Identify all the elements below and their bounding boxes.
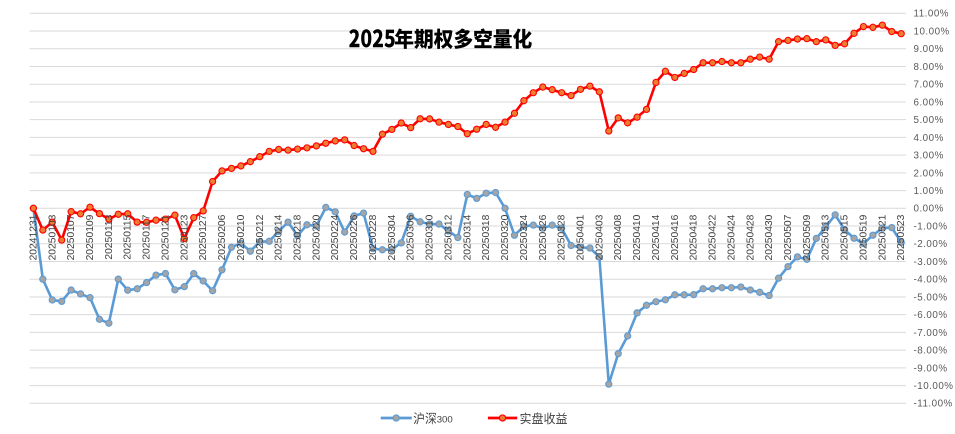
svg-text:20250224: 20250224	[330, 214, 341, 260]
svg-text:20250519: 20250519	[858, 214, 869, 260]
svg-text:-3.00%: -3.00%	[914, 257, 948, 268]
svg-text:20250314: 20250314	[462, 214, 473, 260]
svg-text:-1.00%: -1.00%	[914, 221, 948, 232]
svg-text:20250416: 20250416	[670, 214, 681, 260]
svg-text:-7.00%: -7.00%	[914, 328, 948, 339]
svg-text:20250328: 20250328	[557, 214, 568, 260]
svg-text:20250117: 20250117	[142, 214, 153, 259]
svg-text:-6.00%: -6.00%	[914, 310, 948, 321]
svg-text:1.00%: 1.00%	[914, 186, 944, 197]
svg-text:20250212: 20250212	[255, 214, 266, 260]
svg-text:20250515: 20250515	[840, 214, 851, 260]
svg-text:20250509: 20250509	[802, 214, 813, 260]
svg-text:3.00%: 3.00%	[914, 151, 944, 162]
svg-text:20250326: 20250326	[538, 214, 549, 260]
svg-text:20250414: 20250414	[651, 214, 662, 260]
svg-text:20250121: 20250121	[160, 214, 171, 260]
svg-text:-10.00%: -10.00%	[914, 381, 954, 392]
svg-text:20241231: 20241231	[28, 214, 39, 260]
svg-text:300: 300	[437, 415, 453, 426]
svg-text:20250513: 20250513	[821, 214, 832, 260]
svg-text:20250428: 20250428	[745, 214, 756, 260]
svg-text:20250127: 20250127	[198, 214, 209, 260]
svg-text:20250306: 20250306	[406, 214, 417, 260]
svg-text:0.00%: 0.00%	[914, 204, 944, 215]
svg-text:20250403: 20250403	[594, 214, 605, 260]
svg-text:20250220: 20250220	[311, 214, 322, 260]
svg-text:20250523: 20250523	[896, 214, 907, 260]
svg-text:20250401: 20250401	[575, 214, 586, 260]
svg-text:20250312: 20250312	[443, 214, 454, 260]
svg-text:20250424: 20250424	[726, 214, 737, 260]
svg-text:20250214: 20250214	[274, 214, 285, 260]
svg-text:8.00%: 8.00%	[914, 62, 944, 73]
svg-text:-8.00%: -8.00%	[914, 346, 948, 357]
svg-text:20250408: 20250408	[613, 214, 624, 260]
svg-text:20250226: 20250226	[349, 214, 360, 260]
svg-text:20250430: 20250430	[764, 214, 775, 260]
svg-text:-11.00%: -11.00%	[914, 399, 953, 410]
svg-text:20250324: 20250324	[519, 214, 530, 260]
svg-text:20250113: 20250113	[104, 214, 115, 259]
svg-text:20250206: 20250206	[217, 214, 228, 260]
svg-text:-4.00%: -4.00%	[914, 275, 948, 286]
svg-text:7.00%: 7.00%	[914, 80, 944, 91]
svg-text:9.00%: 9.00%	[914, 44, 944, 55]
svg-text:20250115: 20250115	[123, 214, 134, 259]
svg-text:2.00%: 2.00%	[914, 168, 944, 179]
svg-text:20250310: 20250310	[425, 214, 436, 260]
svg-text:4.00%: 4.00%	[914, 133, 944, 144]
svg-text:10.00%: 10.00%	[914, 26, 950, 37]
svg-text:20250107: 20250107	[66, 214, 77, 260]
svg-text:20250228: 20250228	[368, 214, 379, 260]
svg-text:20250109: 20250109	[85, 214, 96, 260]
svg-text:20250304: 20250304	[387, 214, 398, 260]
svg-text:20250521: 20250521	[877, 214, 888, 260]
svg-text:20250422: 20250422	[708, 214, 719, 260]
svg-text:20250210: 20250210	[236, 214, 247, 260]
svg-text:6.00%: 6.00%	[914, 97, 944, 108]
svg-text:20250320: 20250320	[500, 214, 511, 260]
svg-text:20250507: 20250507	[783, 214, 794, 260]
svg-text:20250103: 20250103	[47, 214, 58, 260]
svg-text:-2.00%: -2.00%	[914, 239, 948, 250]
svg-text:11.00%: 11.00%	[914, 9, 950, 20]
svg-text:20250410: 20250410	[632, 214, 643, 260]
svg-text:20250418: 20250418	[689, 214, 700, 260]
svg-text:-5.00%: -5.00%	[914, 292, 948, 303]
svg-text:20250218: 20250218	[293, 214, 304, 260]
svg-text:20250318: 20250318	[481, 214, 492, 260]
svg-text:20250123: 20250123	[179, 214, 190, 260]
svg-text:-9.00%: -9.00%	[914, 363, 948, 374]
svg-text:5.00%: 5.00%	[914, 115, 944, 126]
